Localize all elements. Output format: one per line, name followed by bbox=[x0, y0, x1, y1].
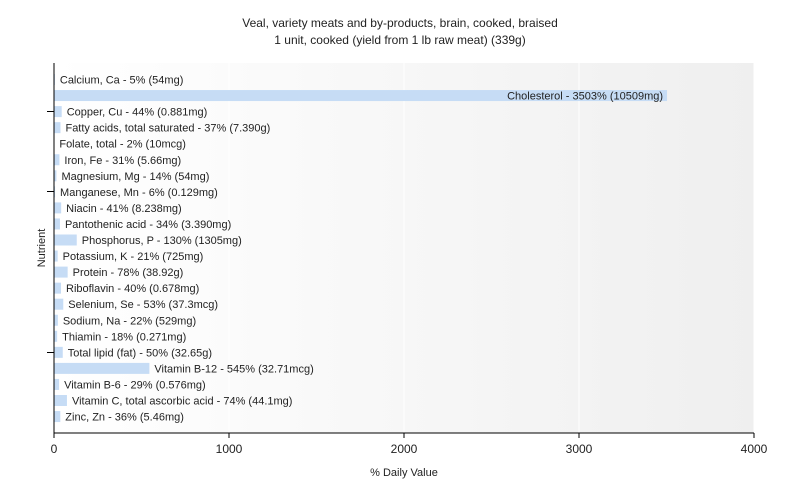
bar-5 bbox=[54, 154, 60, 166]
bar-label-8: Niacin - 41% (8.238mg) bbox=[66, 203, 182, 215]
bar-label-14: Selenium, Se - 53% (37.3mcg) bbox=[68, 299, 218, 311]
bar-8 bbox=[54, 202, 62, 214]
bar-21 bbox=[54, 411, 61, 423]
bar-label-21: Zinc, Zn - 36% (5.46mg) bbox=[65, 412, 184, 424]
bar-label-18: Vitamin B-12 - 545% (32.71mcg) bbox=[154, 363, 313, 375]
bar-label-5: Iron, Fe - 31% (5.66mg) bbox=[64, 155, 181, 167]
bar-label-16: Thiamin - 18% (0.271mg) bbox=[62, 331, 186, 343]
chart-subtitle: 1 unit, cooked (yield from 1 lb raw meat… bbox=[274, 33, 525, 47]
bar-label-13: Riboflavin - 40% (0.678mg) bbox=[66, 283, 199, 295]
x-axis-title: % Daily Value bbox=[370, 467, 438, 479]
x-tick-label-3: 3000 bbox=[566, 442, 593, 456]
y-axis-title: Nutrient bbox=[36, 229, 48, 268]
bar-label-1: Cholesterol - 3503% (10509mg) bbox=[507, 91, 663, 103]
bar-7 bbox=[54, 186, 56, 198]
bar-19 bbox=[54, 378, 60, 390]
x-tick-label-4: 4000 bbox=[741, 442, 768, 456]
bar-label-4: Folate, total - 2% (10mcg) bbox=[59, 139, 186, 151]
axes: 0 1000 2000 3000 4000 bbox=[47, 63, 768, 456]
bar-1 bbox=[54, 90, 668, 102]
bar-label-15: Sodium, Na - 22% (529mg) bbox=[63, 315, 196, 327]
x-tick-label-0: 0 bbox=[51, 442, 58, 456]
bar-6 bbox=[54, 170, 57, 182]
bar-label-6: Magnesium, Mg - 14% (54mg) bbox=[61, 171, 209, 183]
bar-label-11: Potassium, K - 21% (725mg) bbox=[63, 251, 204, 263]
bar-20 bbox=[54, 395, 67, 406]
bar-16 bbox=[54, 330, 58, 342]
bar-label-17: Total lipid (fat) - 50% (32.65g) bbox=[68, 347, 212, 359]
bar-11 bbox=[54, 250, 58, 262]
bar-9 bbox=[54, 218, 60, 230]
bar-label-20: Vitamin C, total ascorbic acid - 74% (44… bbox=[72, 396, 293, 408]
bar-label-0: Calcium, Ca - 5% (54mg) bbox=[60, 75, 183, 87]
bar-18 bbox=[54, 362, 150, 374]
bar-label-9: Pantothenic acid - 34% (3.390mg) bbox=[65, 219, 231, 231]
bars bbox=[54, 74, 668, 423]
bar-17 bbox=[54, 346, 63, 358]
bar-labels: Calcium, Ca - 5% (54mg) Cholesterol - 350… bbox=[59, 75, 663, 424]
bar-label-10: Phosphorus, P - 130% (1305mg) bbox=[82, 235, 242, 247]
bar-15 bbox=[54, 314, 58, 326]
bar-3 bbox=[54, 122, 61, 134]
x-tick-label-2: 2000 bbox=[391, 442, 418, 456]
bar-13 bbox=[54, 282, 61, 294]
bar-12 bbox=[54, 266, 68, 278]
bar-label-12: Protein - 78% (38.92g) bbox=[73, 267, 184, 279]
bar-label-7: Manganese, Mn - 6% (0.129mg) bbox=[60, 187, 218, 199]
bar-label-2: Copper, Cu - 44% (0.881mg) bbox=[67, 107, 208, 119]
bar-14 bbox=[54, 298, 64, 310]
gridlines bbox=[228, 63, 755, 433]
bar-label-3: Fatty acids, total saturated - 37% (7.39… bbox=[65, 123, 270, 135]
bar-label-19: Vitamin B-6 - 29% (0.576mg) bbox=[64, 379, 206, 391]
chart-title: Veal, variety meats and by-products, bra… bbox=[242, 16, 558, 30]
bar-2 bbox=[54, 106, 62, 118]
bar-10 bbox=[54, 234, 77, 246]
x-tick-label-1: 1000 bbox=[216, 442, 243, 456]
